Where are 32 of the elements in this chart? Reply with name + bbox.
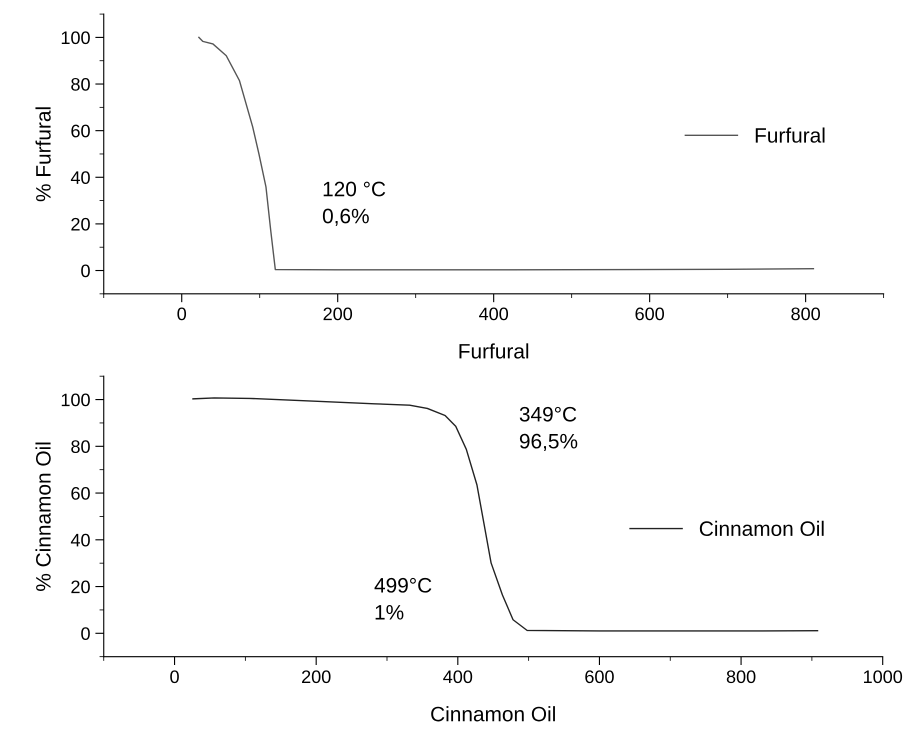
x-tick-label: 200 (302, 670, 331, 684)
x-axis-title: Furfural (460, 343, 528, 359)
annotation: 120 °C 0,6% (322, 182, 386, 226)
x-tick-label: 600 (585, 670, 614, 684)
x-tick-label: 800 (726, 670, 756, 684)
x-tick-label: 800 (791, 308, 820, 320)
y-tick-label: 80 (71, 440, 90, 454)
y-tick-label: 20 (71, 580, 90, 594)
y-tick-label: 40 (70, 171, 90, 184)
y-tick-label: 20 (71, 218, 90, 231)
x-tick-label: 200 (324, 308, 352, 320)
x-axis-title: Cinnamon Oil (431, 706, 555, 722)
legend-label: Furfural (756, 127, 824, 143)
y-tick-label: 0 (81, 627, 90, 640)
y-tick-label: 80 (71, 78, 90, 91)
y-axis-title: % Furfural (35, 107, 51, 202)
annotation: 499°C 1% (374, 578, 432, 620)
x-tick-label: 600 (636, 308, 664, 320)
y-axis-title: % Cinnamon Oil (35, 442, 51, 591)
x-tick-label: 1000 (864, 670, 902, 684)
x-tick-label: 0 (170, 670, 179, 684)
y-tick-label: 0 (81, 264, 90, 278)
x-tick-label: 400 (479, 308, 508, 320)
x-tick-label: 0 (177, 308, 186, 320)
legend-label: Cinnamon Oil (700, 520, 824, 536)
annotation: 349°C 96,5% (520, 406, 578, 452)
y-tick-label: 100 (62, 394, 90, 406)
y-tick-label: 40 (70, 534, 90, 547)
y-tick-label: 60 (71, 124, 90, 138)
y-tick-label: 100 (62, 31, 90, 44)
y-tick-label: 60 (71, 486, 90, 500)
x-tick-label: 400 (443, 670, 472, 684)
